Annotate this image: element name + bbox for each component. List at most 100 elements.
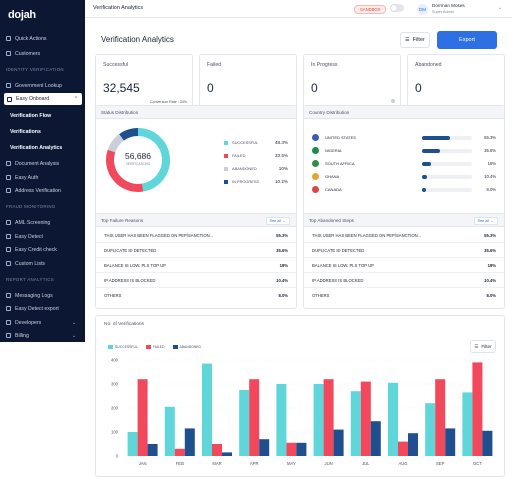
reason-row: OTHERS 8.0% [96,288,296,303]
chart-title: No. of Verifications [104,322,144,327]
country-pct: 10.4% [484,174,496,179]
avatar[interactable]: DM [417,4,428,15]
donut-total-label: VERIFICATIONS [125,162,151,166]
bar-failed-sep [435,379,446,456]
sidebar-subitem-verifications[interactable]: Verifications [10,129,41,135]
step-pct: 8.0% [486,293,496,298]
x-tick-label: FEB [176,461,184,466]
country-pct: 55.3% [484,135,496,140]
country-distribution-panel: Country Distribution UNITED STATES 55.3%… [303,105,505,219]
sidebar-item-billing[interactable]: Billing [6,330,29,341]
see-all-link[interactable]: See all → [473,217,498,225]
sidebar-item-label: Developers [15,319,42,326]
sidebar-item-address-verification[interactable]: Address Verification [6,185,61,196]
legend-failed: FAILED [145,345,165,349]
sidebar-item-label: Quick Actions [15,35,47,42]
reason-text: THIS USER HAS BEEN FLAGGED ON PEP/SANCTI… [104,233,214,238]
sidebar-item-label: Easy Auth [15,174,39,181]
bar-abandoned-jul [370,421,381,456]
legend-label: SUCCESSFUL [232,140,259,145]
filter-button[interactable]: ☰ Filter [400,32,430,48]
sidebar-item-customers[interactable]: Customers [6,48,40,59]
legend-swatch [224,166,228,171]
stat-value: 32,545 [103,81,140,95]
bar-abandoned-may [296,442,307,456]
step-pct: 10.4% [484,278,496,283]
country-bar-fill [422,149,440,153]
bar-failed-aug [398,441,408,456]
bar-abandoned-jan [147,444,158,456]
x-tick-label: MAR [212,461,221,466]
sidebar-item-aml-screening[interactable]: AML Screening [6,217,50,228]
step-text: OTHERS [312,293,330,298]
chart-filter-button[interactable]: ☰ Filter [470,340,496,353]
x-tick-label: AUG [398,461,407,466]
lock-icon [6,175,11,180]
donut-slice-in-progress [119,128,139,141]
sidebar-item-messaging-logs[interactable]: Messaging Logs [6,290,53,301]
stat-label: Successful [103,62,129,68]
sidebar-subitem-verification-analytics[interactable]: Verification Analytics [10,145,63,151]
bar-successful-mar [202,363,212,456]
bar-successful-may [276,384,287,456]
step-row: DUPLICATE ID DETECTED 35.6% [304,243,504,258]
sidebar-item-government-lookup[interactable]: Government Lookup [6,80,62,91]
y-tick-label: 300 [111,382,119,387]
canada-flag-icon [312,186,319,193]
reason-text: BALANCE IS LOW, PLS TOP UP [104,263,166,268]
sidebar-item-easy-auth[interactable]: Easy Auth [6,172,38,183]
country-row: GHANA 10.4% [312,172,496,182]
chart-filter-label: Filter [481,344,492,349]
legend-swatch [108,345,113,349]
bar-failed-may [286,442,297,456]
sidebar-item-label: Easy Credit check [15,246,57,253]
sidebar-item-label: Custom Lists [15,260,45,267]
legend-pct: 10% [278,166,288,171]
export-button[interactable]: Export [437,31,497,49]
stat-label: In Progress [311,62,338,68]
y-tick-label: 400 [111,358,119,363]
sidebar-item-easy-detect-export[interactable]: Easy Detect export [6,303,59,314]
sidebar-item-developers[interactable]: Developers [6,317,41,328]
sidebar-item-label: Easy Detect export [15,305,59,312]
chevron-down-icon: ⌄ [72,320,77,326]
donut-slice-abandoned [107,134,125,153]
bar-failed-oct [472,362,483,456]
step-pct: 35.6% [484,248,496,253]
sidebar-item-easy-credit-check[interactable]: Easy Credit check [6,244,57,255]
environment-toggle[interactable] [390,4,404,12]
sidebar-subitem-verification-flow[interactable]: Verification Flow [10,113,52,119]
stat-card-in-progress: In Progress 0 [303,54,401,109]
sidebar-item-label: Government Lookup [15,82,63,89]
bar-abandoned-jun [333,429,344,456]
see-all-link[interactable]: See all → [265,217,290,225]
sidebar-item-easy-detect[interactable]: Easy Detect [6,231,43,242]
sidebar-item-label: AML Screening [15,219,51,226]
country-pct: 8.0% [486,187,496,192]
verifications-bar-chart: 0 100 200 300 400 JAN FEB MAR APR MAY JUN JUL AUG SEP… [111,358,496,466]
legend-pct: 48.3% [274,140,288,145]
sidebar-item-label: Address Verification [15,187,61,194]
sidebar-item-document-analysis[interactable]: Document Analysis [6,158,59,169]
country-bar-track [422,162,472,166]
lightning-icon [6,36,11,41]
chevron-down-icon: ⌄ [72,333,77,339]
message-icon [6,293,11,298]
bar-successful-sep [425,403,436,456]
bar-failed-mar [212,444,222,456]
sidebar-item-custom-lists[interactable]: Custom Lists [6,258,45,269]
stat-label: Abandoned [415,62,442,68]
x-tick-label: APR [250,461,259,466]
country-bar-fill [422,175,428,179]
chevron-down-icon[interactable]: ⌄ [498,5,503,11]
sidebar-item-label: Document Analysis [15,160,60,167]
bar-abandoned-feb [184,428,195,456]
country-name: CANADA [325,187,342,192]
stat-card-abandoned: Abandoned 0 [407,54,505,109]
sidebar-item-easy-onboard[interactable]: Easy Onboard ⌃ [4,93,82,105]
bar-successful-jun [313,384,324,456]
sidebar-item-quick-actions[interactable]: Quick Actions [6,33,46,44]
list-icon [6,261,11,266]
legend-in-progress: IN PROGRESS [224,179,259,184]
south-africa-flag-icon [312,160,319,167]
